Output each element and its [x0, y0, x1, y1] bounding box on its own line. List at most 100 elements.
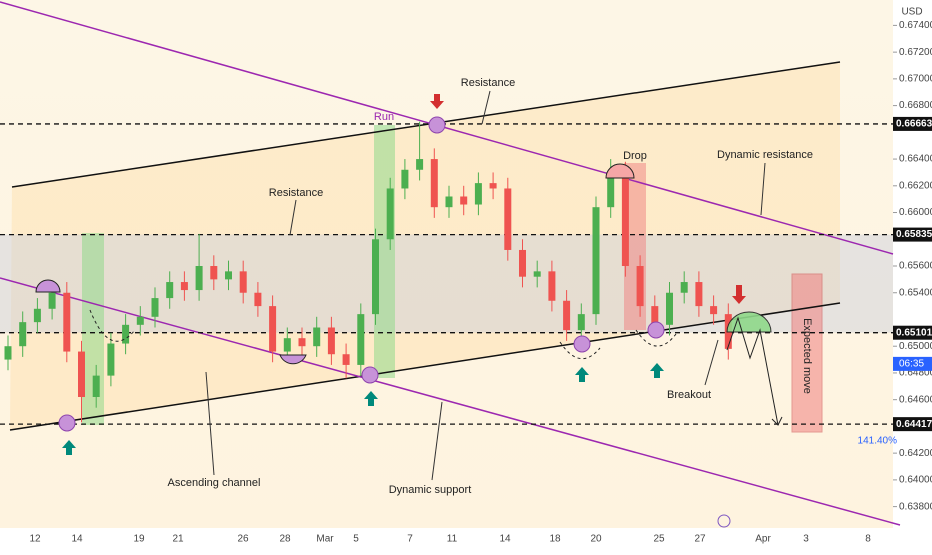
level-label: 0.65835: [896, 229, 932, 240]
candle-body: [33, 308, 41, 323]
event-icon: [717, 514, 731, 528]
candle-body: [151, 298, 159, 317]
candle-body: [592, 207, 600, 315]
y-tick-label: 0.64800: [899, 368, 932, 379]
up-arrow: [575, 367, 589, 382]
level-tag: [893, 227, 932, 242]
y-tick-label: 0.64000: [899, 475, 932, 486]
arc: [35, 279, 61, 293]
x-tick-label: Mar: [316, 534, 334, 545]
y-tick-label: 0.67200: [899, 47, 932, 58]
x-tick-label: 21: [172, 534, 184, 545]
x-tick-label: 28: [279, 534, 291, 545]
pointer: [704, 339, 719, 386]
pointer: [481, 90, 491, 125]
level-tag: [893, 417, 932, 432]
candle-body: [607, 172, 615, 208]
y-tick-label: 0.63800: [899, 501, 932, 512]
candle-body: [401, 169, 409, 189]
level-label: 0.66663: [896, 119, 932, 130]
candle-body: [19, 322, 27, 347]
y-tick-label: 0.67400: [899, 20, 932, 31]
fib-label: 141.40%: [858, 436, 898, 447]
up-arrows: [62, 363, 664, 455]
y-tick-label: 0.66800: [899, 100, 932, 111]
arc: [89, 309, 136, 342]
candle-body: [563, 300, 571, 331]
annotation: Resistance: [461, 77, 515, 89]
candle-body: [460, 196, 468, 205]
pointer: [760, 162, 766, 216]
candle-body: [445, 196, 453, 208]
x-tick-label: 12: [29, 534, 41, 545]
candle-body: [416, 159, 424, 170]
price-axis: [893, 0, 932, 550]
x-tick-label: 8: [865, 534, 871, 545]
annotation: Breakout: [667, 389, 711, 401]
candle-body: [710, 306, 718, 315]
x-tick-label: 3: [803, 534, 809, 545]
x-tick-label: 18: [549, 534, 561, 545]
candle-body: [166, 282, 174, 299]
candle-body: [180, 282, 188, 291]
candle-body: [577, 314, 585, 331]
candle-body: [327, 327, 335, 355]
annotation: Run: [374, 111, 394, 123]
candle-body: [666, 292, 673, 325]
x-tick-label: 26: [237, 534, 249, 545]
pointers: [205, 90, 766, 481]
candle-body: [695, 282, 703, 307]
x-tick-label: 5: [353, 534, 359, 545]
candle-body: [239, 271, 247, 293]
currency: USD: [901, 7, 922, 18]
candle-body: [269, 306, 277, 352]
projection-path: [726, 316, 779, 426]
candle-body: [298, 338, 306, 347]
y-tick-label: 0.65400: [899, 287, 932, 298]
channel-support: [9, 302, 841, 431]
arc: [605, 163, 635, 179]
candle-body: [210, 266, 218, 280]
y-tick-label: 0.66200: [899, 180, 932, 191]
level-label: 0.65101: [896, 327, 932, 338]
candle-body: [283, 338, 291, 352]
y-tick-label: 0.66400: [899, 154, 932, 165]
candle-body: [519, 249, 526, 277]
candle-body: [92, 375, 100, 398]
candle-body: [504, 188, 512, 250]
markers: [58, 116, 665, 432]
down-arrows: [430, 94, 746, 304]
level-label: 0.64417: [896, 419, 932, 430]
pointer: [431, 401, 443, 481]
y-tick-label: 0.64600: [899, 394, 932, 405]
x-tick-label: 14: [71, 534, 83, 545]
annotation: Drop: [623, 150, 647, 162]
candle-body: [122, 324, 130, 344]
annotation: Expected move: [801, 318, 813, 394]
time-axis: [0, 528, 893, 550]
candle-body: [48, 292, 56, 309]
candle-body: [195, 266, 203, 291]
up-arrow: [62, 440, 76, 455]
y-tick-label: 0.64200: [899, 448, 932, 459]
up-arrow: [364, 391, 378, 406]
candle-body: [372, 239, 379, 315]
x-tick-label: 11: [447, 534, 458, 545]
candle-body: [357, 314, 365, 365]
candle-body: [386, 188, 394, 240]
level-tag: [893, 116, 932, 131]
x-tick-label: 19: [133, 534, 145, 545]
y-tick-label: 0.65000: [899, 341, 932, 352]
candle-body: [548, 271, 556, 301]
down-arrow: [430, 94, 444, 109]
arc: [635, 329, 677, 347]
annotation: Dynamic resistance: [717, 149, 813, 161]
candle-body: [63, 292, 71, 352]
pointer: [289, 199, 297, 236]
countdown: 06:35: [899, 359, 924, 370]
y-tick-label: 0.65600: [899, 261, 932, 272]
candle-body: [136, 316, 144, 325]
candle-body: [4, 346, 12, 360]
price-tag: [893, 356, 932, 371]
